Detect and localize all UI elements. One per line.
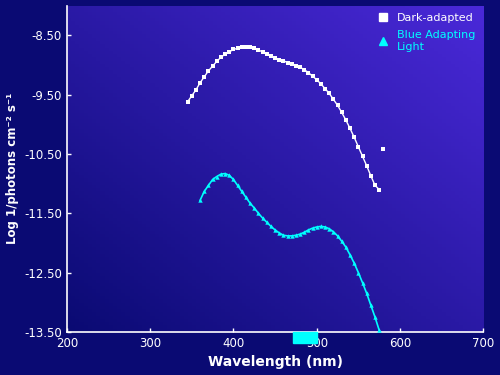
- Point: [254, 47, 262, 53]
- Point: [284, 233, 292, 239]
- Point: [208, 63, 216, 69]
- Point: [325, 226, 333, 232]
- Point: [196, 80, 204, 86]
- Point: [258, 49, 266, 55]
- Point: [292, 63, 300, 69]
- Point: [267, 53, 275, 59]
- Point: [304, 70, 312, 76]
- Point: [213, 58, 221, 64]
- Point: [346, 252, 354, 258]
- Point: [338, 238, 345, 244]
- Point: [280, 232, 287, 238]
- Point: [367, 173, 375, 179]
- Point: [342, 244, 350, 250]
- Point: [238, 44, 246, 50]
- Point: [375, 187, 383, 193]
- Point: [217, 171, 225, 177]
- Point: [213, 174, 221, 180]
- Point: [242, 194, 250, 200]
- Point: [354, 270, 362, 276]
- Point: [238, 188, 246, 194]
- Point: [312, 224, 320, 230]
- Point: [234, 182, 241, 188]
- Point: [271, 55, 279, 61]
- X-axis label: Wavelength (nm): Wavelength (nm): [208, 356, 342, 369]
- Point: [196, 197, 204, 203]
- Point: [263, 51, 271, 57]
- Point: [204, 68, 212, 74]
- Point: [188, 93, 196, 99]
- Point: [317, 224, 325, 230]
- Point: [258, 215, 266, 221]
- Point: [200, 74, 208, 80]
- Point: [304, 227, 312, 233]
- Point: [217, 54, 225, 60]
- Point: [275, 230, 283, 236]
- Point: [300, 67, 308, 73]
- Point: [230, 177, 237, 183]
- Point: [334, 233, 342, 239]
- Point: [263, 219, 271, 225]
- Point: [375, 327, 383, 333]
- Y-axis label: Log 1/photons cm⁻² s⁻¹: Log 1/photons cm⁻² s⁻¹: [6, 93, 18, 244]
- Point: [334, 102, 342, 108]
- Point: [321, 224, 329, 230]
- Point: [284, 60, 292, 66]
- Point: [346, 125, 354, 131]
- Bar: [294, 332, 316, 343]
- Point: [358, 280, 366, 286]
- Point: [242, 44, 250, 50]
- Point: [367, 302, 375, 308]
- Point: [288, 233, 296, 239]
- Point: [234, 45, 241, 51]
- Point: [267, 224, 275, 230]
- Point: [296, 231, 304, 237]
- Point: [288, 61, 296, 67]
- Point: [308, 73, 316, 79]
- Point: [296, 64, 304, 70]
- Point: [354, 144, 362, 150]
- Point: [350, 134, 358, 140]
- Point: [221, 51, 229, 57]
- Point: [254, 210, 262, 216]
- Point: [250, 205, 258, 211]
- Point: [246, 200, 254, 206]
- Point: [342, 117, 350, 123]
- Point: [300, 229, 308, 235]
- Point: [362, 291, 370, 297]
- Point: [271, 227, 279, 233]
- Point: [226, 49, 234, 55]
- Point: [204, 182, 212, 188]
- Point: [321, 86, 329, 92]
- Point: [312, 77, 320, 83]
- Point: [250, 45, 258, 51]
- Point: [275, 57, 283, 63]
- Point: [362, 163, 370, 169]
- Point: [371, 314, 379, 320]
- Point: [226, 172, 234, 178]
- Point: [308, 225, 316, 231]
- Point: [192, 87, 200, 93]
- Point: [208, 177, 216, 183]
- Point: [338, 110, 345, 116]
- Point: [325, 90, 333, 96]
- Point: [317, 81, 325, 87]
- Point: [350, 260, 358, 266]
- Point: [380, 146, 388, 152]
- Point: [292, 232, 300, 238]
- Legend: Dark-adapted, Blue Adapting
Light: Dark-adapted, Blue Adapting Light: [370, 11, 478, 54]
- Point: [200, 188, 208, 194]
- Point: [358, 153, 366, 159]
- Point: [246, 44, 254, 50]
- Point: [184, 99, 192, 105]
- Point: [221, 171, 229, 177]
- Point: [330, 96, 338, 102]
- Point: [280, 58, 287, 64]
- Point: [230, 46, 237, 53]
- Point: [330, 229, 338, 235]
- Point: [371, 182, 379, 188]
